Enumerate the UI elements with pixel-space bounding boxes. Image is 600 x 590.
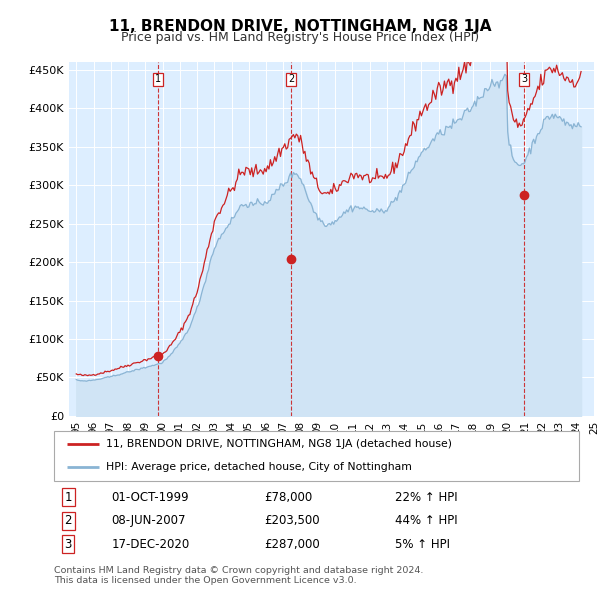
Text: 1: 1 <box>64 490 72 504</box>
Text: 11, BRENDON DRIVE, NOTTINGHAM, NG8 1JA (detached house): 11, BRENDON DRIVE, NOTTINGHAM, NG8 1JA (… <box>107 439 452 449</box>
Text: 22% ↑ HPI: 22% ↑ HPI <box>395 490 458 504</box>
Text: 11, BRENDON DRIVE, NOTTINGHAM, NG8 1JA: 11, BRENDON DRIVE, NOTTINGHAM, NG8 1JA <box>109 19 491 34</box>
Text: Contains HM Land Registry data © Crown copyright and database right 2024.
This d: Contains HM Land Registry data © Crown c… <box>54 566 424 585</box>
Text: 3: 3 <box>64 537 72 551</box>
Text: £287,000: £287,000 <box>264 537 320 551</box>
Text: £78,000: £78,000 <box>264 490 312 504</box>
Text: 2: 2 <box>288 74 294 84</box>
Text: 08-JUN-2007: 08-JUN-2007 <box>112 514 186 527</box>
FancyBboxPatch shape <box>54 431 579 481</box>
Text: 3: 3 <box>521 74 527 84</box>
Text: 44% ↑ HPI: 44% ↑ HPI <box>395 514 458 527</box>
Text: 17-DEC-2020: 17-DEC-2020 <box>112 537 190 551</box>
Text: Price paid vs. HM Land Registry's House Price Index (HPI): Price paid vs. HM Land Registry's House … <box>121 31 479 44</box>
Text: £203,500: £203,500 <box>264 514 320 527</box>
Text: HPI: Average price, detached house, City of Nottingham: HPI: Average price, detached house, City… <box>107 463 412 473</box>
Text: 01-OCT-1999: 01-OCT-1999 <box>112 490 190 504</box>
Text: 1: 1 <box>155 74 161 84</box>
Text: 5% ↑ HPI: 5% ↑ HPI <box>395 537 450 551</box>
Text: 2: 2 <box>64 514 72 527</box>
